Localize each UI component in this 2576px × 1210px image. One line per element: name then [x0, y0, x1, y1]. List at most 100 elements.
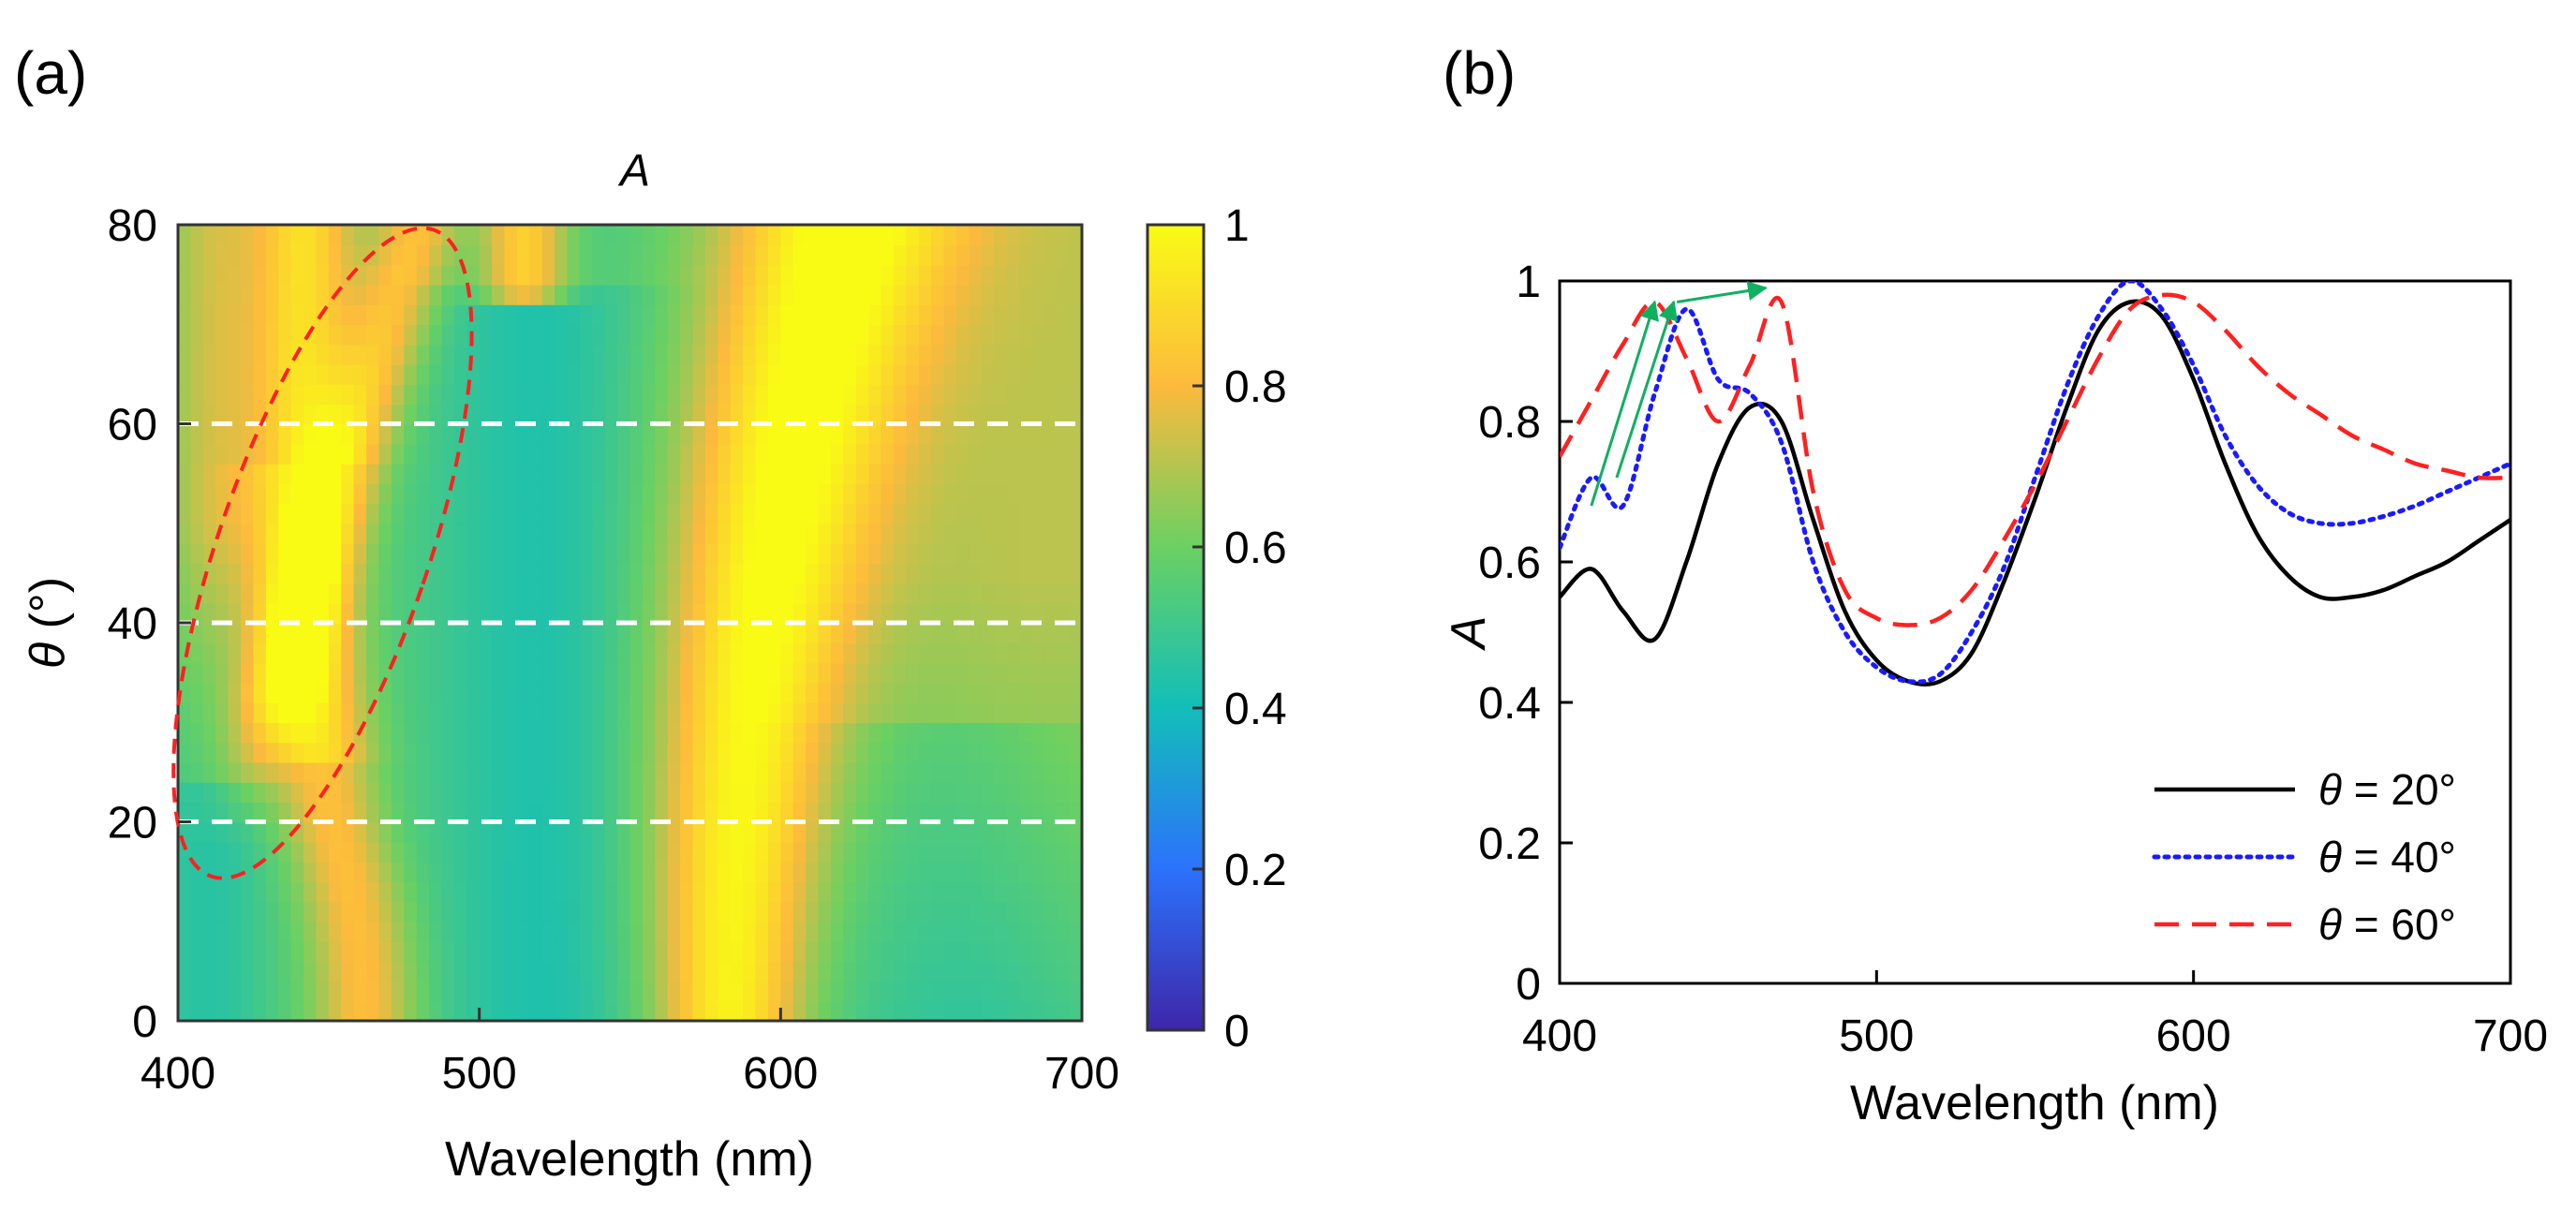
heatmap-cell — [1069, 602, 1082, 624]
heatmap-cell — [303, 264, 318, 286]
heatmap-cell — [680, 344, 694, 365]
heatmap-cell — [806, 702, 820, 724]
heatmap-cell — [818, 682, 832, 703]
heatmap-cell — [202, 881, 217, 903]
heatmap-cell — [1069, 742, 1082, 763]
heatmap-cell — [692, 782, 706, 804]
heatmap-cell — [969, 264, 983, 286]
heatmap-cell — [893, 304, 908, 326]
heatmap-cell — [190, 702, 204, 724]
heatmap-cell — [655, 443, 669, 465]
heatmap-cell — [767, 761, 782, 783]
heatmap-cell — [617, 862, 631, 883]
heatmap-cell — [1057, 304, 1071, 326]
heatmap-cell — [228, 264, 242, 286]
heatmap-cell — [818, 324, 832, 346]
heatmap-cell — [228, 602, 242, 624]
heatmap-cell — [1069, 782, 1082, 804]
heatmap-cell — [818, 443, 832, 465]
heatmap-cell — [391, 1000, 406, 1021]
heatmap-cell — [429, 642, 443, 664]
heatmap-cell — [943, 583, 957, 604]
heatmap-cell — [969, 862, 983, 883]
heatmap-cell — [868, 464, 882, 485]
heatmap-cell — [868, 384, 882, 406]
heatmap-cell — [818, 702, 832, 724]
heatmap-cell — [792, 543, 807, 565]
heatmap-cell — [855, 802, 869, 823]
heatmap-cell — [391, 563, 406, 584]
heatmap-cell — [265, 782, 280, 804]
heatmap-cell — [303, 423, 318, 445]
heatmap-cell — [567, 782, 581, 804]
heatmap-cell — [555, 543, 569, 565]
heatmap-cell — [453, 284, 468, 305]
heatmap-cell — [303, 742, 318, 763]
heatmap-cell — [328, 782, 343, 804]
heatmap-cell — [466, 981, 481, 1002]
heatmap-cell — [718, 563, 732, 584]
heatmap-cell — [1031, 443, 1045, 465]
heatmap-cell — [541, 941, 555, 963]
heatmap-cell — [604, 761, 618, 783]
heatmap-cell — [918, 543, 932, 565]
heatmap-cell — [955, 782, 970, 804]
heatmap-cell — [265, 423, 280, 445]
heatmap-cell — [855, 225, 869, 246]
heatmap-cell — [1006, 702, 1020, 724]
heatmap-cell — [792, 881, 807, 903]
heatmap-cell — [241, 523, 255, 544]
heatmap-cell — [755, 722, 769, 744]
heatmap-cell — [504, 483, 518, 505]
heatmap-cell — [303, 862, 318, 883]
heatmap-cell — [1069, 841, 1082, 863]
heatmap-cell — [994, 862, 1008, 883]
heatmap-cell — [918, 662, 932, 684]
heatmap-cell — [692, 443, 706, 465]
heatmap-cell — [341, 264, 355, 286]
heatmap-cell — [579, 702, 594, 724]
heatmap-cell — [341, 642, 355, 664]
heatmap-cell — [316, 583, 330, 604]
series-line-1 — [1560, 299, 2510, 687]
heatmap-cell — [955, 563, 970, 584]
heatmap-cell — [767, 583, 782, 604]
heatmap-cell — [529, 981, 543, 1002]
heatmap-cell — [215, 642, 229, 664]
heatmap-cell — [818, 304, 832, 326]
heatmap-cell — [655, 702, 669, 724]
heatmap-cell — [969, 841, 983, 863]
heatmap-cell — [567, 862, 581, 883]
heatmap-cell — [617, 324, 631, 346]
heatmap-cell — [1044, 284, 1058, 305]
heatmap-cell — [893, 602, 908, 624]
heatmap-cell — [680, 702, 694, 724]
heatmap-cell — [353, 503, 367, 524]
heatmap-x-ticks: 400 500 600 700 — [141, 1008, 1119, 1099]
heatmap-cell — [818, 583, 832, 604]
heatmap-cell — [918, 324, 932, 346]
heatmap-cell — [955, 324, 970, 346]
legend: θ = 20°θ = 40°θ = 60° — [2152, 765, 2456, 949]
heatmap-cell — [868, 821, 882, 843]
heatmap-cell — [981, 782, 995, 804]
heatmap-cell — [378, 881, 392, 903]
heatmap-cell — [453, 821, 468, 843]
heatmap-cell — [504, 443, 518, 465]
heatmap-cell — [893, 782, 908, 804]
heatmap-cell — [893, 563, 908, 584]
heatmap-cell — [453, 602, 468, 624]
heatmap-cell — [366, 881, 380, 903]
heatmap-cell — [579, 682, 594, 703]
heatmap-cell — [592, 523, 606, 544]
heatmap-cell — [215, 363, 229, 385]
heatmap-cell — [792, 802, 807, 823]
heatmap-cell — [579, 543, 594, 565]
heatmap-cell — [855, 284, 869, 305]
heatmap-x-tick-label: 400 — [141, 1049, 215, 1099]
heatmap-cell — [755, 623, 769, 644]
heatmap-cell — [453, 761, 468, 783]
heatmap-cell — [190, 404, 204, 425]
heatmap-cell — [1031, 264, 1045, 286]
heatmap-cell — [629, 563, 644, 584]
